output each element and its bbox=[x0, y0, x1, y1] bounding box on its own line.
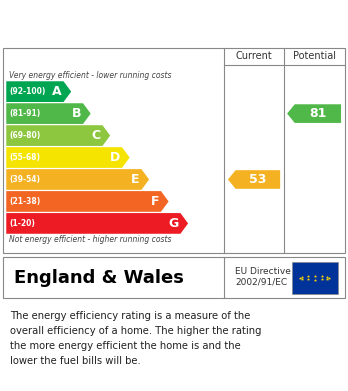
Text: (81-91): (81-91) bbox=[10, 109, 41, 118]
Polygon shape bbox=[6, 169, 149, 190]
Text: B: B bbox=[72, 107, 81, 120]
Text: C: C bbox=[92, 129, 101, 142]
Polygon shape bbox=[6, 147, 130, 168]
Text: Potential: Potential bbox=[293, 50, 335, 61]
Text: 53: 53 bbox=[249, 173, 266, 186]
Text: Very energy efficient - lower running costs: Very energy efficient - lower running co… bbox=[9, 71, 171, 80]
Text: Not energy efficient - higher running costs: Not energy efficient - higher running co… bbox=[9, 235, 171, 244]
Polygon shape bbox=[228, 170, 280, 189]
Polygon shape bbox=[6, 103, 91, 124]
Text: Energy Efficiency Rating: Energy Efficiency Rating bbox=[10, 15, 239, 33]
Text: EU Directive
2002/91/EC: EU Directive 2002/91/EC bbox=[235, 267, 291, 287]
Text: (69-80): (69-80) bbox=[10, 131, 41, 140]
Bar bbox=[292, 262, 338, 294]
Text: (21-38): (21-38) bbox=[10, 197, 41, 206]
Polygon shape bbox=[6, 125, 110, 146]
Polygon shape bbox=[6, 191, 169, 212]
Text: (92-100): (92-100) bbox=[10, 87, 46, 96]
Polygon shape bbox=[287, 104, 341, 123]
Polygon shape bbox=[6, 213, 188, 234]
Text: (1-20): (1-20) bbox=[10, 219, 35, 228]
Text: A: A bbox=[52, 85, 62, 98]
Text: 81: 81 bbox=[309, 107, 326, 120]
Polygon shape bbox=[6, 81, 71, 102]
Text: England & Wales: England & Wales bbox=[14, 269, 184, 287]
Text: E: E bbox=[131, 173, 140, 186]
Text: G: G bbox=[168, 217, 179, 230]
Text: (39-54): (39-54) bbox=[10, 175, 41, 184]
Text: The energy efficiency rating is a measure of the
overall efficiency of a home. T: The energy efficiency rating is a measur… bbox=[10, 311, 262, 366]
Text: F: F bbox=[151, 195, 159, 208]
Text: D: D bbox=[110, 151, 120, 164]
Text: Current: Current bbox=[236, 50, 272, 61]
Text: (55-68): (55-68) bbox=[10, 153, 41, 162]
